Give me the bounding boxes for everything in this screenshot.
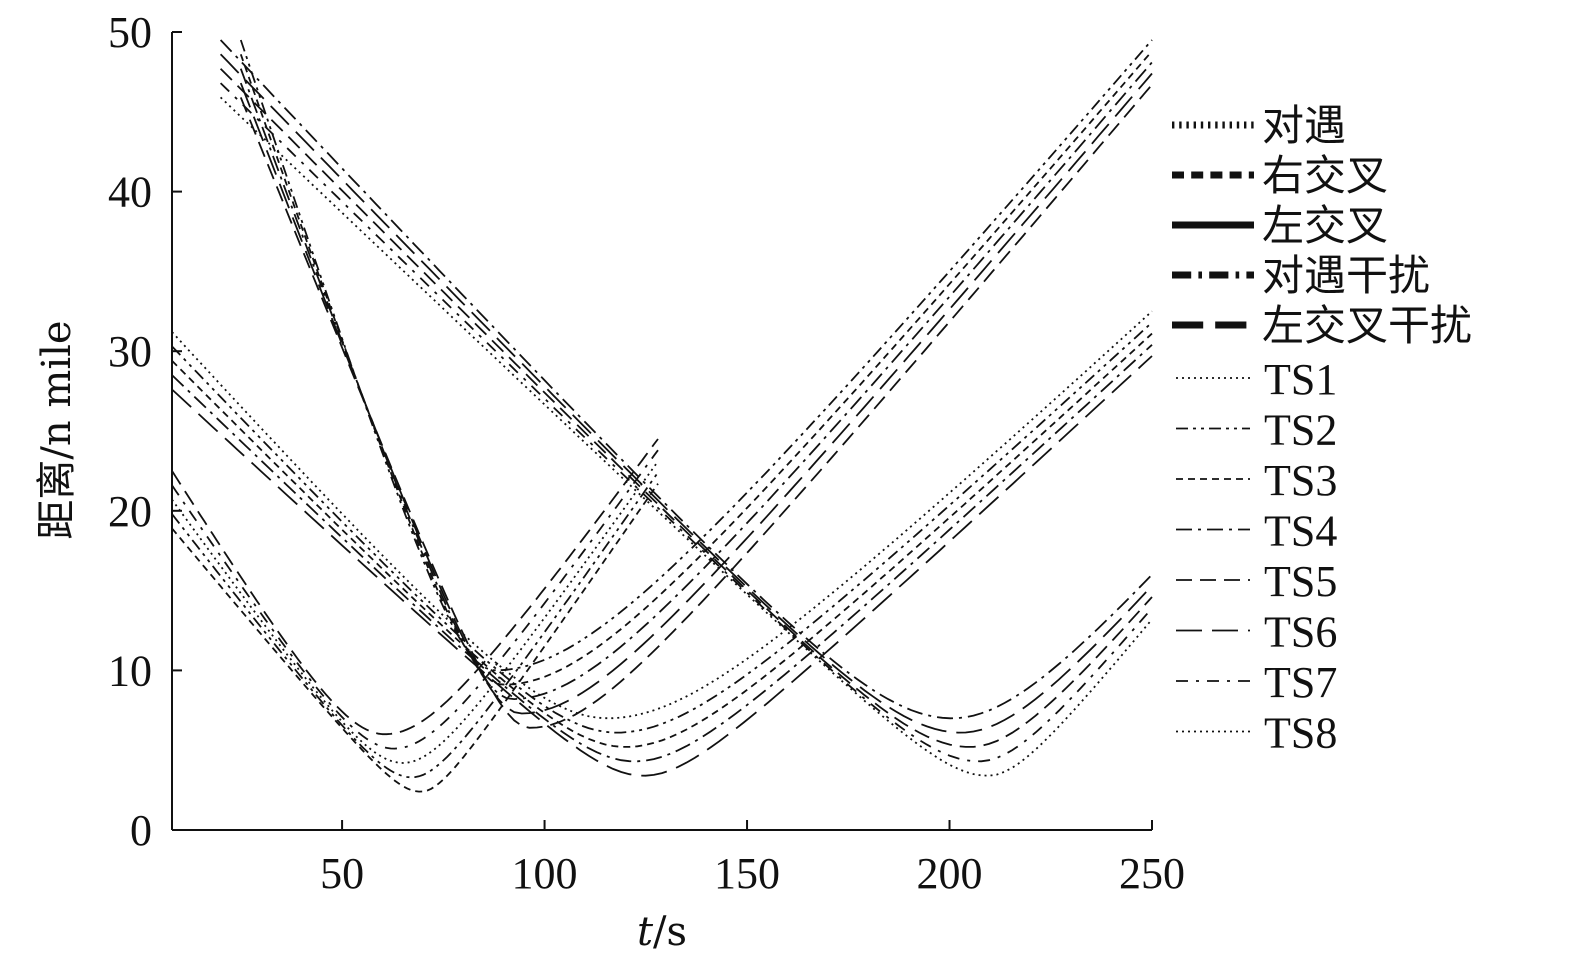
curve-line [219,82,1153,763]
legend-label: TS2 [1264,406,1337,455]
legend-label: TS3 [1264,456,1337,505]
legend-label: TS8 [1264,709,1337,758]
y-tick-label: 0 [130,806,152,855]
x-tick-label: 200 [917,849,983,898]
y-tick-label: 20 [108,487,152,536]
x-axis-title: t/s [637,909,687,955]
legend-label: 对遇 [1262,101,1346,150]
x-axis-title-var: t [637,909,654,955]
ticks: 50 100 150 200 250 0 10 20 30 40 50 [108,8,1185,898]
curve-line [239,61,1153,701]
curve-line [239,84,1153,729]
x-tick-label: 50 [320,849,364,898]
legend-label: 左交叉 [1262,201,1388,250]
x-axis-title-unit: /s [653,909,687,955]
curve-line [219,53,1153,734]
curve-line [171,483,659,793]
legend-label: 右交叉 [1262,151,1388,200]
legend-label: TS5 [1264,557,1337,606]
y-axis-title: 距离/n mile [34,320,80,539]
legend-label: TS6 [1264,608,1337,657]
y-tick-label: 50 [108,8,152,57]
curve-line [239,72,1153,715]
curve-line [219,39,1153,720]
curve-line [219,68,1153,748]
curve-line [171,321,1153,734]
legend-label: 左交叉干扰 [1262,301,1472,350]
axes [171,32,1152,831]
curve-line [171,471,659,779]
legend-label: TS1 [1264,355,1337,404]
x-tick-label: 100 [512,849,578,898]
curve-line [239,50,1153,686]
plot-curves [171,39,1153,793]
y-tick-label: 40 [108,168,152,217]
x-tick-label: 150 [714,849,780,898]
x-tick-label: 250 [1119,849,1185,898]
y-tick-label: 10 [108,646,152,695]
legend-label: 对遇干扰 [1262,251,1430,300]
curve-line [239,39,1153,672]
y-tick-label: 30 [108,327,152,376]
curve-line [171,344,1153,763]
legend-label: TS7 [1264,658,1337,707]
curve-line [171,355,1153,777]
curve-line [171,332,1153,748]
curve-line [171,438,659,736]
legend-label: TS4 [1264,507,1337,556]
curve-line [171,460,659,764]
curve-line [219,96,1153,777]
